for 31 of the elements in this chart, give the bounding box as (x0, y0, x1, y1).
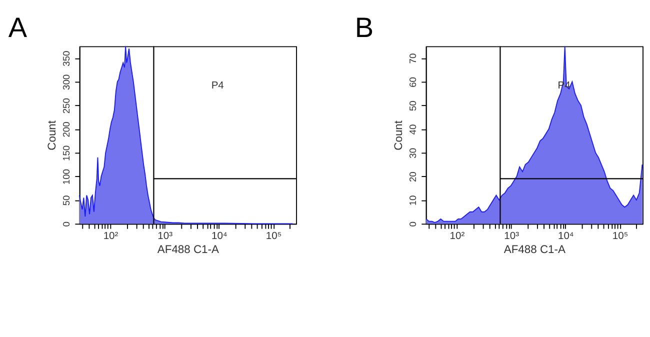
chart-title: A (8, 12, 28, 43)
x-tick-label: 10⁵ (612, 231, 628, 242)
x-tick-label: 10⁴ (212, 231, 228, 242)
y-tick-label: 50 (408, 100, 418, 112)
x-tick-label: 10² (450, 231, 466, 242)
y-tick-label: 200 (62, 122, 72, 138)
y-tick-label: 100 (62, 169, 72, 185)
y-tick-label: 60 (408, 77, 418, 88)
y-tick-label: 20 (408, 172, 418, 182)
y-axis-title: Count (393, 120, 406, 150)
y-tick-label: 10 (408, 195, 418, 206)
x-axis-title: AF488 C1-A (157, 244, 220, 256)
y-tick-label: 40 (408, 124, 418, 135)
x-tick-label: 10⁴ (558, 231, 574, 242)
y-tick-label: 350 (62, 50, 72, 66)
y-tick-label: 30 (408, 148, 418, 158)
y-tick-label: 300 (62, 74, 72, 90)
y-tick-label: 250 (62, 98, 72, 114)
x-tick-label: 10² (103, 231, 119, 242)
y-axis-title: Count (46, 120, 59, 150)
annotation: P4 (211, 80, 224, 92)
y-tick-label: 70 (408, 53, 418, 64)
y-tick-label: 50 (62, 195, 72, 206)
y-tick-label: 0 (62, 222, 72, 227)
chart-title: B (354, 12, 374, 43)
x-axis-title: AF488 C1-A (504, 244, 566, 256)
x-tick-label: 10³ (158, 231, 174, 242)
y-tick-label: 0 (408, 222, 418, 227)
x-tick-label: 10³ (504, 231, 520, 242)
x-tick-label: 10⁵ (266, 231, 282, 242)
y-tick-label: 150 (62, 145, 72, 161)
